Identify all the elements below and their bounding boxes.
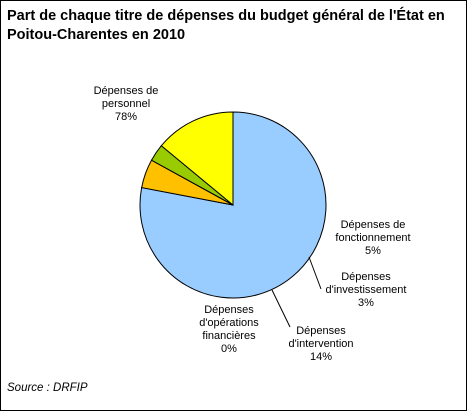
data-label-depenses-d-investissement: Dépenses d'investissement 3% bbox=[326, 271, 407, 309]
data-label-depenses-d-intervention: Dépenses d'intervention 14% bbox=[288, 325, 353, 363]
leader-line-depenses-d-intervention bbox=[271, 289, 291, 328]
pie-slice-depenses-d-intervention bbox=[160, 111, 234, 207]
chart-source: Source : DRFIP bbox=[7, 382, 88, 394]
pie-slices bbox=[139, 111, 327, 299]
pie-labels: Dépenses de personnel 78% Dépenses de foncti… bbox=[94, 85, 411, 363]
data-label-depenses-de-fonctionnement: Dépenses de fonctionnement 5% bbox=[335, 219, 410, 257]
data-label-depenses-d-operations-financieres: Dépenses d'opérations financières 0% bbox=[199, 304, 259, 355]
leader-line-depenses-d-investissement bbox=[308, 256, 322, 290]
pie-slice-depenses-de-personnel bbox=[139, 111, 327, 299]
pie-leader-lines bbox=[271, 256, 322, 328]
chart-title: Part de chaque titre de dépenses du budg… bbox=[7, 8, 445, 43]
data-label-depenses-de-personnel: Dépenses de personnel 78% bbox=[94, 85, 159, 123]
